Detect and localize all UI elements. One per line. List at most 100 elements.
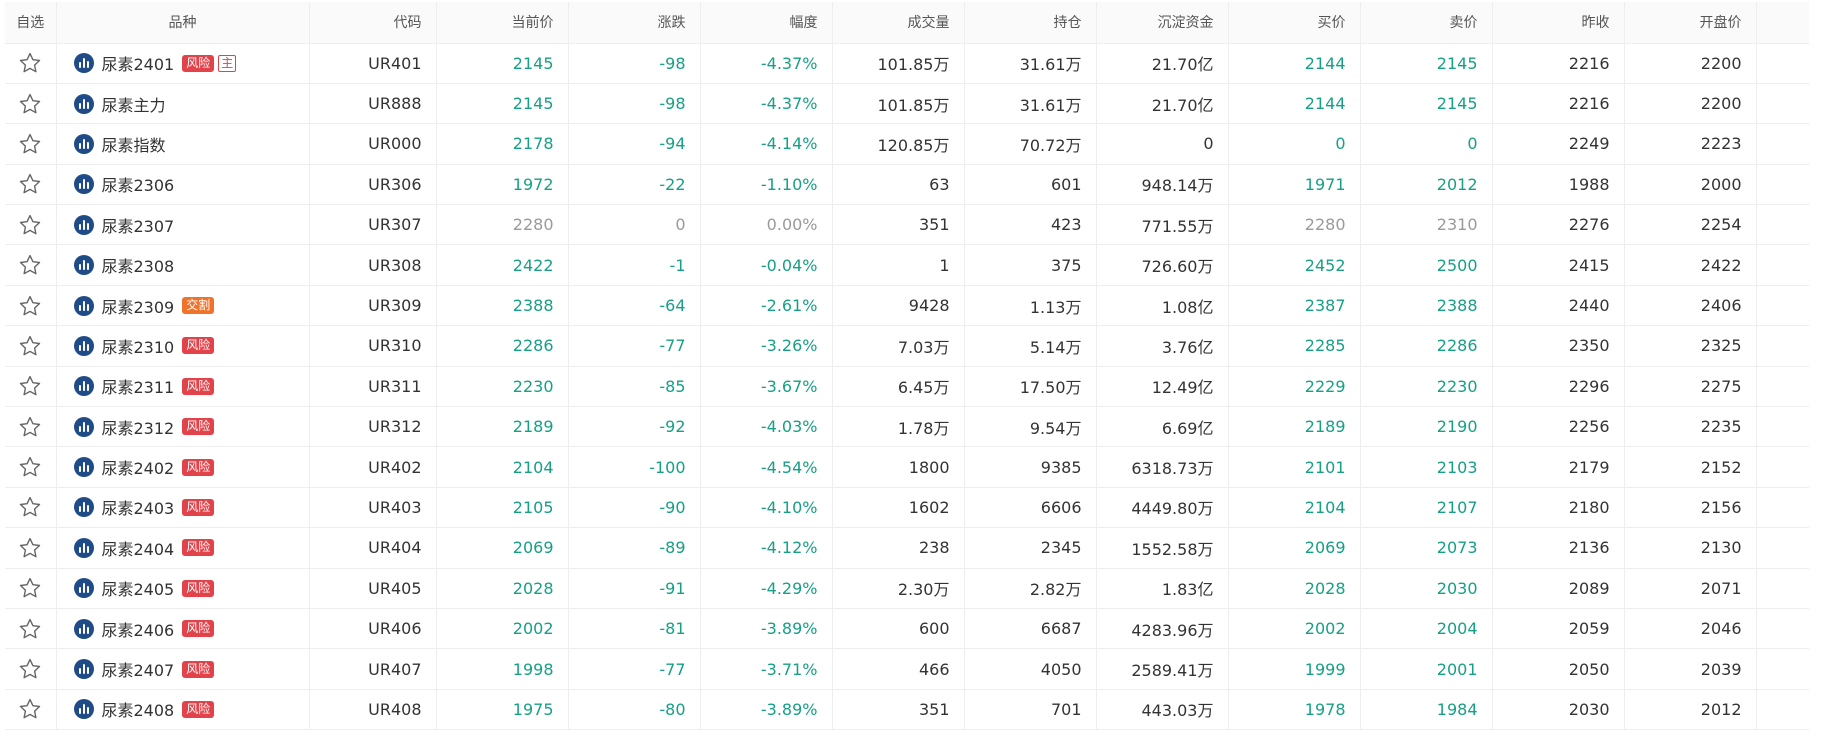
- header-instrument[interactable]: 品种: [56, 2, 310, 44]
- table-row[interactable]: 尿素2311 风险 UR311 2230 -85 -3.67% 6.45万 17.…: [5, 366, 1809, 408]
- status-tag: 风险: [182, 337, 215, 355]
- table-row[interactable]: 尿素2309 交割 UR309 2388 -64 -2.61% 9428 1.13…: [5, 285, 1809, 327]
- instrument-cell[interactable]: 尿素2307: [56, 204, 310, 246]
- star-outline-icon[interactable]: [18, 617, 42, 641]
- table-row[interactable]: 尿素2310 风险 UR310 2286 -77 -3.26% 7.03万 5.1…: [5, 325, 1809, 367]
- instrument-cell[interactable]: 尿素2404 风险: [56, 527, 310, 569]
- instrument-cell[interactable]: 尿素2408 风险: [56, 689, 310, 731]
- row-filler: [1756, 568, 1809, 609]
- instrument-cell[interactable]: 尿素2405 风险: [56, 568, 310, 609]
- row-filler: [1756, 366, 1809, 408]
- bar-chart-icon[interactable]: [73, 416, 94, 437]
- bar-chart-icon[interactable]: [73, 659, 94, 680]
- star-outline-icon[interactable]: [18, 51, 42, 75]
- instrument-cell[interactable]: 尿素2312 风险: [56, 406, 310, 448]
- table-row[interactable]: 尿素2306 UR306 1972 -22 -1.10% 63 601 948.…: [5, 164, 1809, 206]
- header-prev-close[interactable]: 昨收: [1492, 2, 1625, 44]
- star-outline-icon[interactable]: [18, 132, 42, 156]
- table-row[interactable]: 尿素2406 风险 UR406 2002 -81 -3.89% 600 6687 …: [5, 608, 1809, 650]
- star-outline-icon[interactable]: [18, 495, 42, 519]
- table-row[interactable]: 尿素指数 UR000 2178 -94 -4.14% 120.85万 70.72…: [5, 123, 1809, 165]
- bar-chart-icon[interactable]: [73, 457, 94, 478]
- table-row[interactable]: 尿素2402 风险 UR402 2104 -100 -4.54% 1800 938…: [5, 446, 1809, 488]
- table-row[interactable]: 尿素2401 风险主 UR401 2145 -98 -4.37% 101.85万 …: [5, 43, 1809, 84]
- header-change-pct[interactable]: 幅度: [700, 2, 833, 44]
- volume-cell: 9428: [832, 285, 965, 327]
- table-row[interactable]: 尿素2403 风险 UR403 2105 -90 -4.10% 1602 6606…: [5, 487, 1809, 529]
- prev-close-cell: 2415: [1492, 244, 1625, 286]
- header-last-price[interactable]: 当前价: [436, 2, 569, 44]
- bar-chart-icon[interactable]: [73, 537, 94, 558]
- star-outline-icon[interactable]: [18, 294, 42, 318]
- star-outline-icon[interactable]: [18, 455, 42, 479]
- star-outline-icon[interactable]: [18, 213, 42, 237]
- table-row[interactable]: 尿素2407 风险 UR407 1998 -77 -3.71% 466 4050 …: [5, 648, 1809, 690]
- table-row[interactable]: 尿素2408 风险 UR408 1975 -80 -3.89% 351 701 4…: [5, 689, 1809, 731]
- bar-chart-icon[interactable]: [73, 174, 94, 195]
- bar-chart-icon[interactable]: [73, 618, 94, 639]
- header-open[interactable]: 开盘价: [1624, 2, 1757, 44]
- table-row[interactable]: 尿素2312 风险 UR312 2189 -92 -4.03% 1.78万 9.5…: [5, 406, 1809, 448]
- table-row[interactable]: 尿素2308 UR308 2422 -1 -0.04% 1 375 726.60…: [5, 244, 1809, 286]
- header-code[interactable]: 代码: [309, 2, 437, 44]
- header-open-interest[interactable]: 持仓: [964, 2, 1097, 44]
- bar-chart-icon[interactable]: [73, 93, 94, 114]
- change-cell: 0: [568, 204, 701, 246]
- instrument-cell[interactable]: 尿素2407 风险: [56, 648, 310, 690]
- bar-chart-icon[interactable]: [73, 214, 94, 235]
- table-row[interactable]: 尿素2405 风险 UR405 2028 -91 -4.29% 2.30万 2.8…: [5, 568, 1809, 609]
- bar-chart-icon[interactable]: [73, 53, 94, 74]
- change-cell: -98: [568, 43, 701, 84]
- star-outline-icon[interactable]: [18, 697, 42, 721]
- row-filler: [1756, 164, 1809, 206]
- settled-funds-cell: 443.03万: [1096, 689, 1229, 731]
- instrument-cell[interactable]: 尿素2402 风险: [56, 446, 310, 488]
- header-change[interactable]: 涨跌: [568, 2, 701, 44]
- bar-chart-icon[interactable]: [73, 133, 94, 154]
- table-row[interactable]: 尿素2404 风险 UR404 2069 -89 -4.12% 238 2345 …: [5, 527, 1809, 569]
- instrument-cell[interactable]: 尿素主力: [56, 83, 310, 125]
- watchlist-cell: [5, 164, 57, 206]
- instrument-cell[interactable]: 尿素指数: [56, 123, 310, 165]
- table-row[interactable]: 尿素2307 UR307 2280 0 0.00% 351 423 771.55…: [5, 204, 1809, 246]
- bar-chart-icon[interactable]: [73, 376, 94, 397]
- instrument-cell[interactable]: 尿素2403 风险: [56, 487, 310, 529]
- header-bid[interactable]: 买价: [1228, 2, 1361, 44]
- header-settled-funds[interactable]: 沉淀资金: [1096, 2, 1229, 44]
- star-outline-icon[interactable]: [18, 374, 42, 398]
- header-watchlist[interactable]: 自选: [5, 2, 57, 44]
- row-filler: [1756, 83, 1809, 125]
- star-outline-icon[interactable]: [18, 253, 42, 277]
- bar-chart-icon[interactable]: [73, 335, 94, 356]
- star-outline-icon[interactable]: [18, 536, 42, 560]
- star-outline-icon[interactable]: [18, 92, 42, 116]
- change-pct-cell: -4.12%: [700, 527, 833, 569]
- change-cell: -81: [568, 608, 701, 650]
- bar-chart-icon[interactable]: [73, 699, 94, 720]
- bar-chart-icon[interactable]: [73, 578, 94, 599]
- star-outline-icon[interactable]: [18, 415, 42, 439]
- change-cell: -64: [568, 285, 701, 327]
- ask-cell: 2310: [1360, 204, 1493, 246]
- bar-chart-icon[interactable]: [73, 295, 94, 316]
- watchlist-cell: [5, 487, 57, 529]
- open-price-cell: 2130: [1624, 527, 1757, 569]
- instrument-cell[interactable]: 尿素2406 风险: [56, 608, 310, 650]
- star-outline-icon[interactable]: [18, 657, 42, 681]
- star-outline-icon[interactable]: [18, 172, 42, 196]
- star-outline-icon[interactable]: [18, 576, 42, 600]
- instrument-cell[interactable]: 尿素2311 风险: [56, 366, 310, 408]
- bar-chart-icon[interactable]: [73, 497, 94, 518]
- instrument-cell[interactable]: 尿素2401 风险主: [56, 43, 310, 84]
- last-price-cell: 1972: [436, 164, 569, 206]
- header-ask[interactable]: 卖价: [1360, 2, 1493, 44]
- prev-close-cell: 2249: [1492, 123, 1625, 165]
- star-outline-icon[interactable]: [18, 334, 42, 358]
- instrument-cell[interactable]: 尿素2309 交割: [56, 285, 310, 327]
- instrument-cell[interactable]: 尿素2306: [56, 164, 310, 206]
- instrument-cell[interactable]: 尿素2308: [56, 244, 310, 286]
- table-row[interactable]: 尿素主力 UR888 2145 -98 -4.37% 101.85万 31.61…: [5, 83, 1809, 125]
- instrument-cell[interactable]: 尿素2310 风险: [56, 325, 310, 367]
- header-volume[interactable]: 成交量: [832, 2, 965, 44]
- bar-chart-icon[interactable]: [73, 255, 94, 276]
